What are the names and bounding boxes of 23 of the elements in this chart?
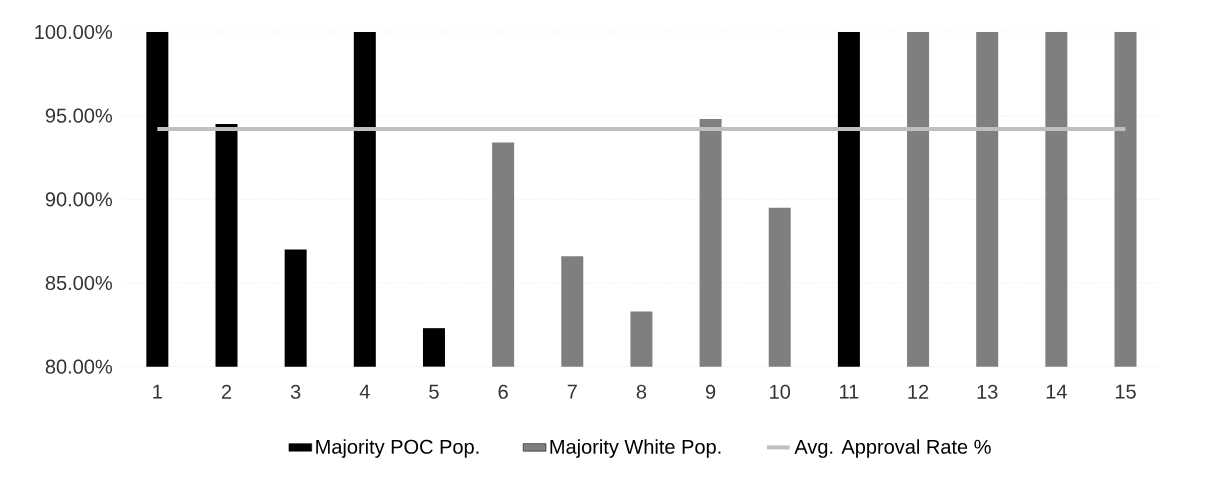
- x-tick-label: 5: [429, 384, 439, 399]
- x-tick-label: 12: [908, 384, 929, 399]
- y-tick-label: 85.00%: [45, 275, 112, 291]
- y-tick-label: 100.00%: [35, 24, 112, 40]
- x-tick-label: 13: [977, 384, 998, 399]
- x-tick-label: 10: [770, 384, 791, 399]
- x-tick-label: 9: [705, 384, 716, 399]
- y-tick-label: 95.00%: [45, 108, 112, 123]
- y-tick-label: 90.00%: [45, 192, 112, 207]
- y-tick-label: 80.00%: [45, 359, 112, 374]
- legend-label: Majority POC Pop.: [316, 439, 479, 458]
- x-tick-label: 7: [567, 384, 577, 399]
- x-tick-label: 4: [359, 384, 370, 399]
- legend-label: Avg. Approval Rate %: [794, 439, 991, 458]
- x-tick-label: 8: [636, 384, 647, 399]
- x-tick-label: 1: [153, 384, 162, 399]
- x-tick-label: 6: [498, 384, 508, 399]
- x-tick-label: 2: [221, 384, 232, 399]
- x-tick-label: 3: [290, 384, 301, 399]
- x-tick-label: 15: [1115, 384, 1136, 399]
- legend-label: Majority White Pop.: [550, 439, 721, 458]
- x-tick-label: 11: [840, 384, 859, 399]
- x-tick-label: 14: [1046, 384, 1067, 399]
